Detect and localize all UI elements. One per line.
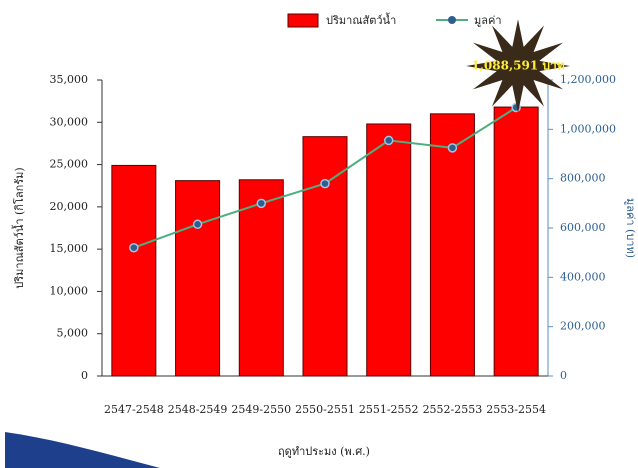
y-axis-label: ปริมาณสัตว์น้ำ (กิโลกรัม) xyxy=(11,167,26,288)
y-tick-label: 15,000 xyxy=(50,242,89,255)
decor-swoosh xyxy=(5,432,160,468)
y2-tick-label: 400,000 xyxy=(560,270,606,283)
x-tick-label: 2551-2552 xyxy=(359,403,419,416)
y2-axis-label: มูลค่า (บาท) xyxy=(624,198,637,258)
line-marker xyxy=(321,180,329,188)
y2-tick-label: 200,000 xyxy=(560,320,606,333)
x-tick-label: 2550-2551 xyxy=(295,403,355,416)
line-marker xyxy=(385,136,393,144)
legend-marker xyxy=(448,16,456,24)
bar xyxy=(430,114,474,376)
annotation-text: 1,088,591 บาท xyxy=(471,59,564,73)
bar xyxy=(176,181,220,376)
x-tick-label: 2548-2549 xyxy=(168,403,228,416)
x-tick-label: 2553-2554 xyxy=(486,403,546,416)
y-tick-label: 0 xyxy=(81,369,88,382)
line-marker xyxy=(257,199,265,207)
x-axis-label: ฤดูทำประมง (พ.ศ.) xyxy=(278,445,370,458)
bar xyxy=(112,165,156,376)
y2-tick-label: 1,200,000 xyxy=(560,73,616,86)
y2-tick-label: 800,000 xyxy=(560,172,606,185)
legend-swatch xyxy=(288,14,318,27)
y2-tick-label: 0 xyxy=(560,369,567,382)
x-tick-label: 2547-2548 xyxy=(104,403,164,416)
y-tick-label: 35,000 xyxy=(50,73,89,86)
y2-tick-label: 600,000 xyxy=(560,221,606,234)
bar xyxy=(367,124,411,376)
chart: ปริมาณสัตว์น้ำ (กิโลกรัม) มูลค่า (บาท) ฤ… xyxy=(0,0,638,468)
y-tick-label: 5,000 xyxy=(57,327,89,340)
y-tick-label: 10,000 xyxy=(50,284,89,297)
line-marker xyxy=(130,244,138,252)
legend-label: มูลค่า xyxy=(474,14,502,27)
y-tick-label: 25,000 xyxy=(50,158,89,171)
y2-tick-label: 1,000,000 xyxy=(560,122,616,135)
x-tick-label: 2552-2553 xyxy=(423,403,483,416)
line-marker xyxy=(448,144,456,152)
bar xyxy=(494,107,538,376)
legend-label: ปริมาณสัตว์น้ำ xyxy=(326,12,396,27)
y-tick-label: 30,000 xyxy=(50,115,89,128)
x-tick-label: 2549-2550 xyxy=(231,403,291,416)
line-marker xyxy=(194,220,202,228)
y-tick-label: 20,000 xyxy=(50,200,89,213)
